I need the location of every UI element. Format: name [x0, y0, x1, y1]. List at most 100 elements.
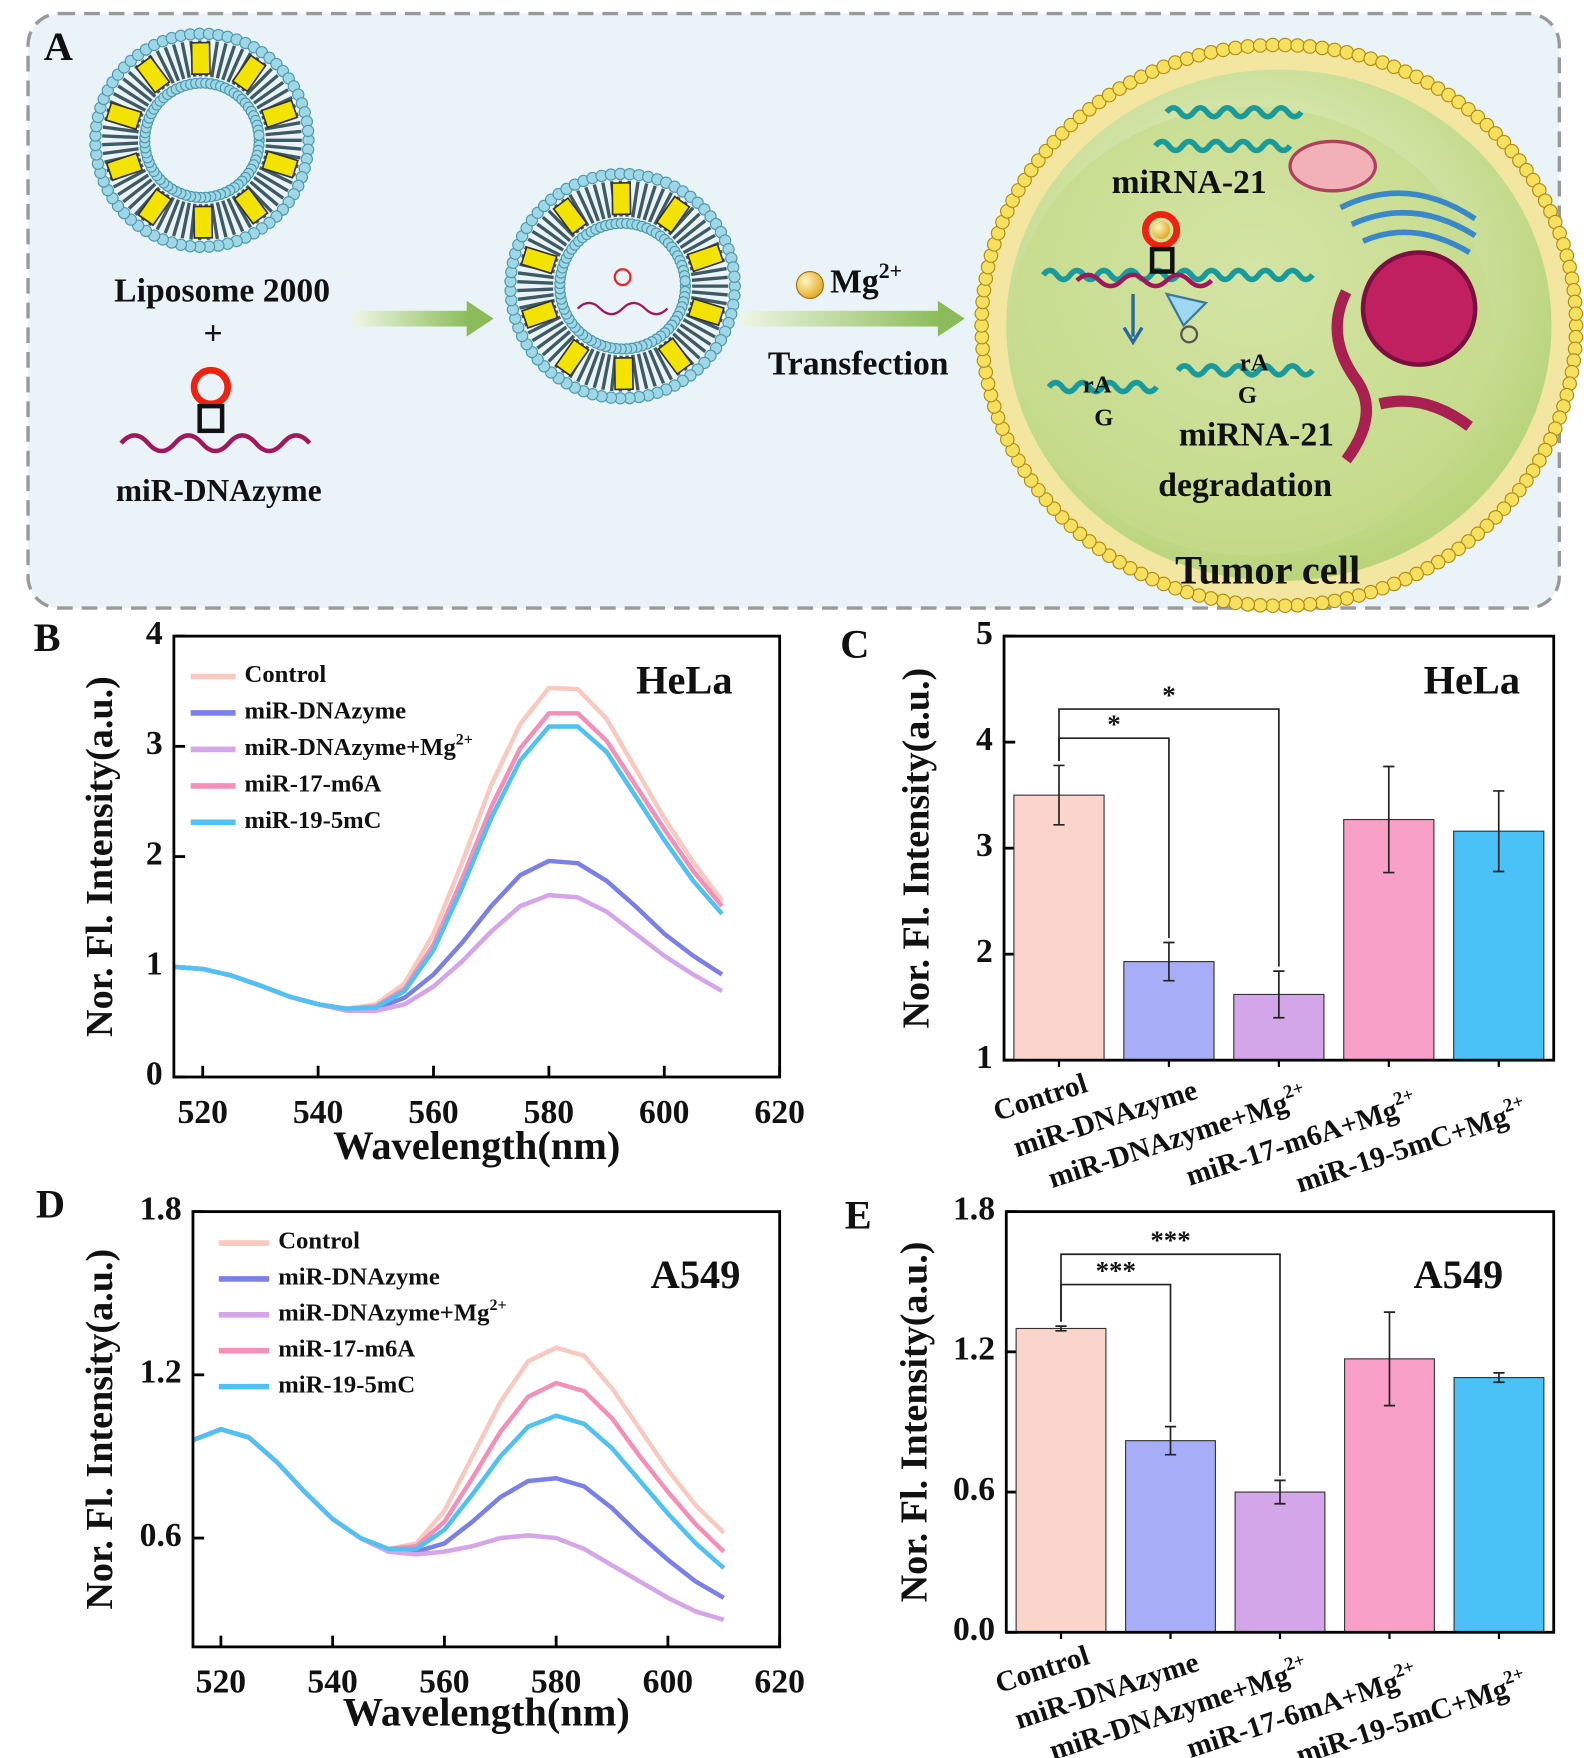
lipid-tail — [155, 50, 175, 84]
y-tick-label: 0.6 — [140, 1517, 182, 1554]
membrane-protein — [105, 152, 144, 182]
lipid-head — [301, 124, 315, 138]
x-axis-label: Wavelength(nm) — [343, 1690, 630, 1735]
lipid-tail — [541, 330, 572, 357]
membrane-bead — [1101, 548, 1117, 563]
membrane-bead — [1327, 593, 1342, 609]
label: A — [44, 24, 73, 69]
lipid-tail — [676, 219, 707, 245]
lipid-tail — [642, 185, 657, 221]
legend-label: miR-19-5mC — [278, 1371, 415, 1398]
line-series — [192, 1413, 726, 1570]
membrane-bead — [1451, 541, 1466, 557]
error-bar — [1383, 765, 1395, 874]
y-tick-label: 1 — [976, 1039, 993, 1076]
x-tick-label: 580 — [531, 1664, 581, 1701]
membrane-bead — [1038, 492, 1054, 507]
membrane-bead — [1315, 595, 1330, 611]
lipid-tail — [256, 171, 289, 193]
membrane-bead — [1519, 473, 1534, 488]
chart-title: HeLa — [636, 658, 732, 703]
bar — [1013, 794, 1105, 1061]
membrane-bead — [1461, 534, 1476, 549]
label: B — [34, 615, 61, 660]
membrane-protein — [520, 245, 558, 275]
membrane-bead — [1479, 518, 1495, 534]
membrane-bead — [1112, 554, 1127, 570]
lipid-tail — [682, 233, 716, 255]
x-tick-label: 580 — [524, 1094, 574, 1131]
membrane-bead — [1302, 39, 1318, 54]
x-tick-label: 540 — [293, 1094, 343, 1131]
membrane-protein — [190, 41, 211, 76]
membrane-bead — [1046, 134, 1062, 150]
membrane-protein — [687, 297, 725, 327]
membrane-bead — [1101, 87, 1117, 103]
y-tick-label: 5 — [976, 615, 993, 652]
membrane-bead — [1215, 593, 1231, 609]
lipid-tail — [180, 202, 191, 239]
y-tick-label: 3 — [146, 725, 163, 762]
error-bar — [1383, 1311, 1396, 1407]
x-axis-label: Wavelength(nm) — [333, 1123, 620, 1168]
significance-label: * — [1162, 680, 1175, 710]
lipid-tail — [517, 293, 554, 302]
label: miR-DNAzyme — [116, 473, 322, 508]
nucleus-organelle — [1360, 250, 1478, 367]
lipid-tail — [676, 328, 707, 353]
plot-frame — [172, 634, 782, 1079]
membrane-bead — [1203, 45, 1219, 60]
lipid-tail — [648, 349, 666, 384]
lipid-tail — [264, 121, 301, 131]
lipid-tail — [249, 74, 279, 100]
y-axis-label: Nor. Fl. Intensity(a.u.) — [79, 676, 121, 1037]
membrane-bead — [1277, 37, 1293, 53]
lipid-tail — [226, 48, 245, 83]
y-tick-label: 1 — [146, 946, 163, 983]
membrane-bead — [1240, 597, 1256, 612]
lipid-tail — [536, 325, 568, 350]
lipid-tail — [636, 353, 649, 390]
lipid-tail — [155, 196, 175, 231]
lipid-tail — [531, 320, 564, 343]
y-tick-label: 4 — [146, 615, 163, 652]
x-tick-label: 560 — [419, 1664, 469, 1701]
probe-stem — [1149, 246, 1175, 274]
lipid-tail — [122, 178, 153, 204]
membrane-protein — [613, 356, 634, 391]
lipid-tail — [653, 191, 673, 226]
membrane-bead — [1290, 38, 1305, 53]
x-tick-label: 520 — [177, 1094, 227, 1131]
lipid-tail — [584, 186, 600, 222]
lipid-head — [679, 275, 691, 287]
membrane-bead — [1351, 47, 1367, 63]
lipid-tail — [163, 46, 181, 82]
lipid-tail — [221, 200, 237, 236]
membrane-bead — [1504, 492, 1520, 507]
significance-bracket — [1058, 708, 1280, 967]
scissors — [1164, 292, 1209, 328]
membrane-bead — [1519, 162, 1534, 178]
membrane-bead — [1228, 595, 1243, 611]
membrane-bead — [1023, 162, 1039, 178]
legend-label: miR-DNAzyme+Mg2+ — [245, 732, 473, 761]
membrane-bead — [1339, 45, 1355, 60]
lipid-tail — [631, 181, 640, 218]
line-series — [173, 724, 724, 1011]
ion — [1152, 221, 1171, 240]
y-axis-label: Nor. Fl. Intensity(a.u.) — [896, 668, 938, 1029]
rna-strand — [1175, 363, 1315, 378]
membrane-bead — [1441, 87, 1456, 103]
x-tick-label: 600 — [639, 1094, 689, 1131]
membrane-bead — [1063, 117, 1079, 133]
lipid-tail — [679, 226, 712, 250]
bar — [1453, 1376, 1545, 1633]
membrane-bead — [1023, 473, 1039, 488]
lipid-tail — [102, 141, 139, 147]
membrane-protein — [655, 195, 691, 234]
membrane-bead — [1054, 510, 1070, 525]
chart-title: A549 — [1413, 1252, 1503, 1297]
membrane-protein — [520, 299, 559, 329]
membrane-bead — [1031, 482, 1046, 498]
